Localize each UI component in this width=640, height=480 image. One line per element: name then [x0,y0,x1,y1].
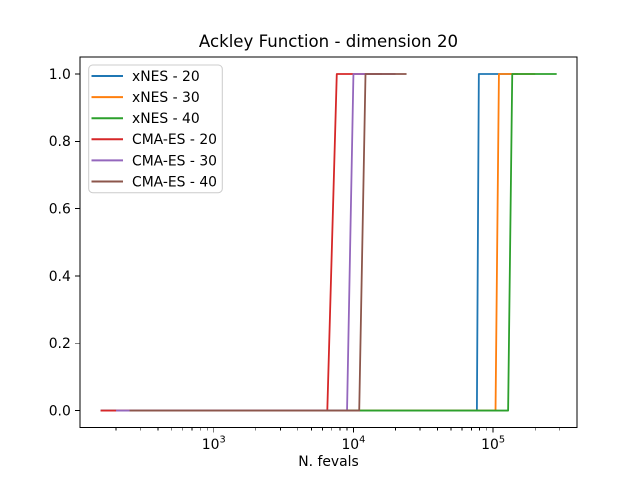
y-tick-label: 0.6 [49,202,71,218]
x-tick-label: 103 [202,435,226,454]
legend-label: CMA-ES - 40 [132,174,217,190]
y-tick-label: 0.0 [49,403,71,419]
legend-label: xNES - 40 [132,111,200,127]
legend-label: CMA-ES - 20 [132,132,217,148]
y-tick-label: 0.8 [49,134,71,150]
x-tick-label: 105 [481,435,505,454]
y-tick-label: 0.2 [49,336,71,352]
y-tick-label: 0.4 [49,269,71,285]
legend-label: xNES - 30 [132,90,200,106]
plot-area-border [79,56,578,428]
x-tick-label: 104 [341,435,365,454]
chart-title: Ackley Function - dimension 20 [198,32,459,51]
y-tick-label: 1.0 [49,67,71,83]
x-axis-label: N. fevals [298,454,359,470]
legend-label: xNES - 20 [132,69,200,85]
series-line-cma-es-40 [129,73,407,412]
legend-label: CMA-ES - 30 [132,153,217,169]
